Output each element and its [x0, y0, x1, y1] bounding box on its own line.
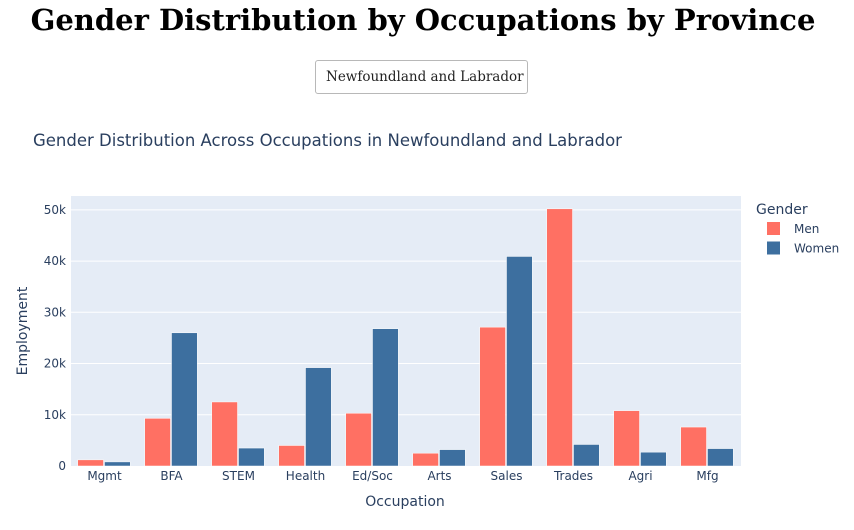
bar-men [144, 418, 171, 467]
x-tick-label: STEM [222, 469, 255, 483]
x-tick-label: Trades [553, 469, 593, 483]
x-tick-label: Mfg [696, 469, 718, 483]
x-tick-label: BFA [160, 469, 183, 483]
y-tick-label: 10k [44, 408, 66, 422]
bar-men [546, 208, 573, 467]
y-tick-label: 0 [58, 459, 66, 473]
bar-men [211, 401, 238, 467]
bar-women [372, 328, 399, 467]
x-tick-label: Agri [628, 469, 652, 483]
legend-title: Gender [756, 202, 808, 218]
x-tick-label: Mgmt [87, 469, 122, 483]
legend-swatch-women [767, 241, 780, 255]
y-tick-label: 40k [44, 254, 66, 268]
legend: Gender Men Women [756, 202, 839, 256]
y-tick-label: 20k [44, 357, 66, 371]
legend-label-men: Men [794, 222, 819, 236]
x-axis-title: Occupation [365, 494, 445, 510]
y-axis-ticks: 0 10k 20k 30k 40k 50k [44, 203, 66, 473]
x-tick-label: Health [286, 469, 325, 483]
legend-label-women: Women [794, 242, 839, 256]
bar-women [439, 449, 466, 467]
legend-swatch-men [767, 222, 780, 235]
bar-women [238, 447, 265, 467]
x-tick-label: Ed/Soc [352, 469, 393, 483]
bar-women [104, 461, 131, 467]
bar-men [345, 412, 372, 467]
bar-women [506, 256, 533, 467]
bar-women [171, 332, 198, 467]
bar-men [412, 452, 439, 467]
bar-women [640, 451, 667, 467]
bar-men [479, 326, 506, 467]
bar-men [77, 459, 104, 467]
x-tick-label: Sales [491, 469, 523, 483]
page-title: Gender Distribution by Occupations by Pr… [30, 3, 816, 37]
y-tick-label: 50k [44, 203, 66, 217]
x-tick-label: Arts [427, 469, 451, 483]
bars [77, 208, 734, 467]
y-tick-label: 30k [44, 305, 66, 319]
bar-men [613, 410, 640, 467]
chart-title: Gender Distribution Across Occupations i… [33, 131, 622, 150]
x-axis-ticks: Mgmt BFA STEM Health Ed/Soc Arts Sales Trades Ag… [87, 469, 718, 483]
bar-women [707, 448, 734, 467]
bar-men [278, 445, 305, 467]
bar-men [680, 426, 707, 467]
bar-women [573, 444, 600, 467]
y-axis-title: Employment [15, 286, 31, 375]
province-dropdown[interactable]: Newfoundland and Labrador [315, 60, 528, 94]
bar-women [305, 367, 332, 467]
